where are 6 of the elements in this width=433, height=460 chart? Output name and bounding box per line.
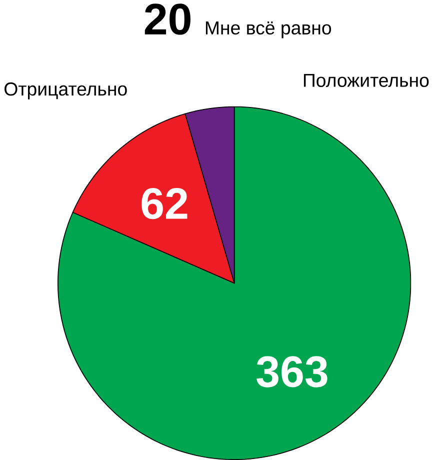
slice-label: Отрицательно [4,82,127,100]
data-label: 363 [256,356,328,388]
data-label: 62 [142,188,188,220]
slice-label: Мне всё равно [206,21,331,38]
data-label: 20 [144,4,190,35]
slice-label: Положительно [304,74,429,87]
